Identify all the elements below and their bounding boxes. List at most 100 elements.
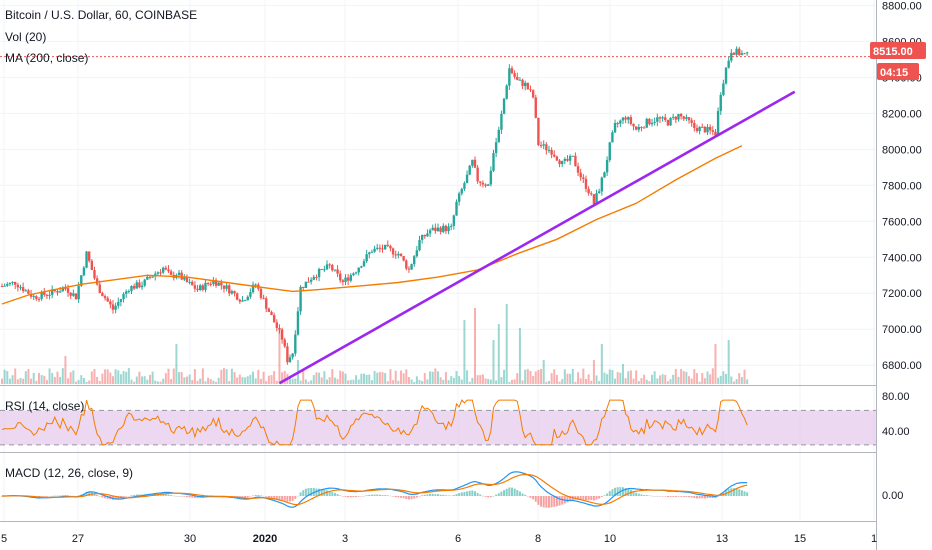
- candle-body: [230, 291, 234, 294]
- macd-hist-bar: [648, 495, 651, 497]
- candle-body: [624, 117, 627, 120]
- macd-hist-bar: [40, 496, 43, 497]
- candle-body: [251, 284, 255, 293]
- candle-body: [151, 276, 154, 278]
- volume-bar: [574, 381, 577, 384]
- candle-body: [381, 248, 384, 250]
- candle-body: [508, 68, 511, 86]
- macd-hist-bar: [331, 492, 334, 496]
- candle-body: [621, 117, 625, 121]
- volume-bar: [740, 377, 743, 384]
- time-axis[interactable]: 5 27 30 2020 3 6 8 10 13 15 1: [1, 533, 877, 545]
- macd-hist-bar: [532, 496, 535, 500]
- ma-legend[interactable]: MA (200, close): [5, 51, 88, 65]
- candle-body: [225, 285, 228, 289]
- volume-bar: [138, 371, 141, 384]
- candle-body: [450, 225, 453, 227]
- macd-legend[interactable]: MACD (12, 26, close, 9): [5, 466, 133, 480]
- macd-hist-bar: [376, 494, 379, 496]
- candle-body: [95, 278, 99, 285]
- candle-body: [611, 132, 614, 143]
- volume-bar: [648, 381, 651, 384]
- volume-bar: [521, 380, 524, 384]
- volume-bar: [421, 381, 424, 384]
- macd-hist-bar: [685, 496, 688, 497]
- volume-bar: [294, 378, 297, 384]
- candle-body: [727, 60, 730, 68]
- candle-body: [476, 167, 479, 182]
- candle-body: [386, 244, 389, 246]
- volume-bar: [352, 379, 355, 384]
- vol-legend[interactable]: Vol (20): [5, 30, 46, 44]
- candle-body: [423, 234, 426, 237]
- macd-hist-bar: [326, 490, 329, 496]
- macd-hist-bar: [59, 495, 62, 497]
- macd-hist-bar: [645, 495, 648, 496]
- volume-bar: [582, 368, 585, 384]
- volume-bar: [577, 372, 580, 384]
- candle-body: [16, 284, 20, 288]
- macd-hist-bar: [64, 495, 67, 496]
- candle-body: [431, 227, 434, 231]
- macd-hist-bar: [674, 496, 677, 497]
- macd-hist-bar: [320, 489, 323, 496]
- candle-body: [114, 305, 117, 310]
- volume-bar: [273, 370, 276, 384]
- macd-hist-bar: [621, 487, 624, 496]
- macd-hist-bar: [640, 494, 643, 496]
- macd-hist-bar: [479, 494, 482, 496]
- volume-bar: [215, 381, 218, 384]
- macd-hist-bar: [252, 495, 255, 497]
- trendline[interactable]: [278, 90, 796, 385]
- candle-body: [267, 308, 271, 312]
- candle-body: [40, 291, 43, 299]
- volume-bar: [645, 379, 648, 384]
- candle-body: [14, 281, 17, 285]
- volume-bar: [40, 375, 43, 384]
- macd-hist-bar: [96, 494, 99, 496]
- candle-body: [270, 311, 273, 316]
- candle-body: [656, 117, 659, 122]
- rsi-legend[interactable]: RSI (14, close): [5, 399, 84, 413]
- volume-bar: [22, 378, 25, 384]
- macd-hist-bar: [653, 496, 656, 497]
- volume-bar: [156, 381, 159, 384]
- macd-hist-bar: [347, 496, 350, 498]
- macd-hist-bar: [431, 493, 434, 496]
- candle-body: [37, 298, 41, 300]
- candles[interactable]: [0, 46, 749, 365]
- candle-body: [547, 149, 551, 151]
- volume-bar: [119, 374, 122, 384]
- volume-bar: [743, 369, 746, 384]
- candle-body: [323, 269, 326, 271]
- macd-hist-bar: [318, 488, 321, 496]
- volume-bar: [178, 372, 181, 384]
- macd-hist-bar: [191, 496, 194, 498]
- volume-bar: [738, 373, 741, 384]
- candle-body: [148, 276, 152, 278]
- macd-hist-bar: [294, 496, 297, 499]
- candle-body: [312, 277, 316, 280]
- candle-body: [405, 260, 408, 269]
- candle-body: [563, 158, 567, 161]
- macd-hist-bar: [693, 496, 696, 499]
- candle-body: [682, 116, 685, 119]
- candle-body: [0, 286, 4, 288]
- candle-body: [302, 286, 305, 288]
- volume-bar: [204, 381, 207, 384]
- volume-bar: [164, 373, 167, 384]
- volume-bar: [629, 370, 632, 384]
- macd-hist-bar: [606, 493, 609, 496]
- price-tick: 7800.00: [882, 180, 922, 192]
- symbol-title[interactable]: Bitcoin / U.S. Dollar, 60, COINBASE: [5, 8, 197, 22]
- volume-bar: [291, 378, 294, 384]
- candle-body: [605, 159, 609, 173]
- volume-bar: [328, 377, 331, 384]
- volume-bar: [357, 379, 360, 384]
- candle-body: [590, 193, 593, 195]
- volume-bar: [400, 370, 403, 384]
- volume-bar: [407, 377, 410, 384]
- volume-bar: [339, 370, 342, 384]
